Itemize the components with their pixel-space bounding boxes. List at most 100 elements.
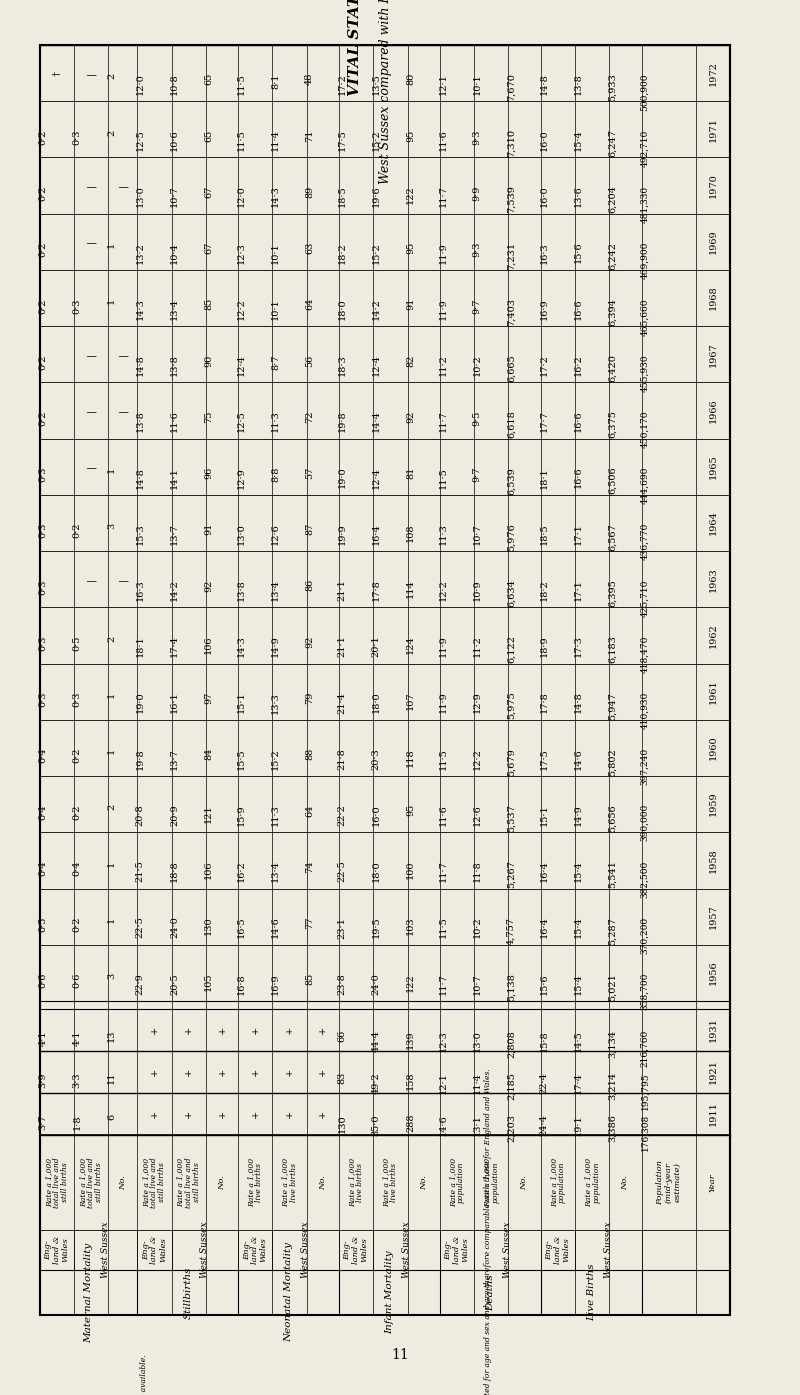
Text: 15·4: 15·4 (574, 130, 582, 151)
Text: 14·8: 14·8 (136, 467, 145, 488)
Text: 1968: 1968 (708, 286, 718, 310)
Text: 5,947: 5,947 (608, 692, 617, 720)
Text: Neonatal Mortality: Neonatal Mortality (284, 1243, 293, 1342)
Text: 105: 105 (204, 972, 214, 992)
Text: 21·4: 21·4 (338, 692, 346, 714)
Text: 16·5: 16·5 (237, 917, 246, 939)
Text: 83: 83 (338, 1071, 346, 1084)
Text: 12·6: 12·6 (271, 523, 280, 545)
Text: 1931: 1931 (708, 1017, 718, 1042)
Text: 15·1: 15·1 (539, 804, 548, 826)
Text: 5,656: 5,656 (608, 804, 617, 831)
Text: 16·4: 16·4 (539, 917, 548, 939)
Text: 1971: 1971 (708, 117, 718, 142)
Text: 1958: 1958 (708, 848, 718, 873)
Text: 49·2: 49·2 (372, 1071, 381, 1094)
Text: 0·2: 0·2 (38, 354, 47, 370)
Text: 12·1: 12·1 (438, 1071, 447, 1094)
Text: 425,710: 425,710 (640, 579, 650, 617)
Text: 21·5: 21·5 (136, 861, 145, 882)
Text: Rate a 1,000
live births: Rate a 1,000 live births (348, 1158, 364, 1207)
Text: 10·4: 10·4 (170, 241, 179, 264)
Text: 17·1: 17·1 (574, 523, 582, 545)
Text: 444,690: 444,690 (640, 467, 650, 504)
Text: 0·2: 0·2 (73, 917, 82, 932)
Text: 16·9: 16·9 (271, 972, 280, 995)
Text: 13·2: 13·2 (136, 241, 145, 264)
Text: 13·3: 13·3 (271, 692, 280, 714)
Text: No.: No. (218, 1175, 226, 1190)
Text: 4·1: 4·1 (38, 1030, 47, 1046)
Text: 500,900: 500,900 (640, 73, 650, 110)
Text: 9·7: 9·7 (473, 467, 482, 483)
Text: 1956: 1956 (708, 961, 718, 985)
Text: No.: No. (622, 1175, 630, 1190)
Text: 16·1: 16·1 (170, 692, 179, 713)
Text: 92: 92 (406, 410, 415, 423)
Text: +: + (184, 1069, 193, 1076)
Text: +: + (218, 1110, 226, 1119)
Text: 130: 130 (204, 917, 214, 935)
Bar (40, 45, 730, 1315)
Text: +: + (318, 1025, 327, 1034)
Text: 11: 11 (107, 1071, 116, 1084)
Text: 21·8: 21·8 (338, 748, 346, 770)
Text: 96: 96 (204, 467, 214, 478)
Text: 17·8: 17·8 (372, 579, 381, 601)
Text: 18·3: 18·3 (338, 354, 346, 377)
Text: 22·5: 22·5 (338, 861, 346, 882)
Text: 5,267: 5,267 (507, 861, 516, 889)
Text: 21·1: 21·1 (338, 636, 346, 657)
Text: 80: 80 (406, 73, 415, 85)
Text: 390,000: 390,000 (640, 804, 650, 841)
Text: 15·1: 15·1 (237, 692, 246, 713)
Text: 18·0: 18·0 (338, 299, 346, 319)
Text: 19·8: 19·8 (136, 748, 145, 770)
Text: 86: 86 (305, 579, 314, 591)
Text: 14·3: 14·3 (136, 299, 145, 319)
Text: 16·0: 16·0 (539, 130, 548, 151)
Text: 67: 67 (204, 186, 214, 198)
Text: 10·9: 10·9 (473, 579, 482, 601)
Text: 15·6: 15·6 (574, 241, 582, 264)
Text: 14·8: 14·8 (574, 692, 582, 713)
Text: 20·8: 20·8 (136, 804, 145, 826)
Text: 1963: 1963 (708, 566, 718, 591)
Text: 18·9: 18·9 (539, 636, 548, 657)
Text: 22·9: 22·9 (136, 972, 145, 995)
Text: 11·6: 11·6 (170, 410, 179, 432)
Text: 13·0: 13·0 (473, 1030, 482, 1052)
Text: 107: 107 (406, 692, 415, 710)
Text: 3·9: 3·9 (38, 1071, 47, 1088)
Text: No.: No. (319, 1175, 327, 1190)
Text: 16·3: 16·3 (539, 241, 548, 264)
Text: 11·5: 11·5 (438, 917, 447, 939)
Text: West Sussex: West Sussex (302, 1222, 310, 1278)
Text: 19·9: 19·9 (338, 523, 346, 544)
Text: 9·3: 9·3 (473, 241, 482, 257)
Text: Rate a 1,000
live births: Rate a 1,000 live births (282, 1158, 298, 1207)
Text: 91: 91 (204, 523, 214, 536)
Text: 11·6: 11·6 (438, 130, 447, 151)
Text: 11·2: 11·2 (473, 636, 482, 657)
Text: 14·9: 14·9 (271, 636, 280, 657)
Text: 358,700: 358,700 (640, 972, 650, 1010)
Text: 2,808: 2,808 (507, 1030, 516, 1057)
Text: 11·3: 11·3 (271, 804, 280, 826)
Text: 3·7: 3·7 (38, 1115, 47, 1130)
Text: 17·5: 17·5 (539, 748, 548, 770)
Text: 0·4: 0·4 (38, 804, 47, 820)
Text: 20·1: 20·1 (372, 636, 381, 657)
Text: Eng-
land &
Wales: Eng- land & Wales (45, 1236, 70, 1264)
Text: 12·3: 12·3 (438, 1030, 447, 1052)
Text: 14·6: 14·6 (271, 917, 280, 939)
Text: 1·8: 1·8 (73, 1115, 82, 1130)
Text: 65: 65 (204, 130, 214, 142)
Text: |: | (118, 409, 128, 412)
Text: 64: 64 (305, 804, 314, 816)
Text: 84: 84 (204, 748, 214, 760)
Text: 0·2: 0·2 (73, 748, 82, 763)
Text: 10·1: 10·1 (271, 241, 280, 264)
Text: 9·5: 9·5 (473, 410, 482, 425)
Text: 12·3: 12·3 (237, 241, 246, 264)
